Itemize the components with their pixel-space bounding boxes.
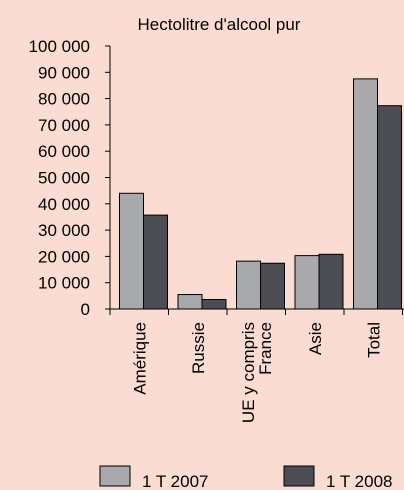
y-tick-label: 100 000: [29, 37, 90, 56]
y-tick-label: 90 000: [38, 63, 90, 82]
chart-title: Hectolitre d'alcool pur: [138, 15, 301, 34]
x-category-label: France: [256, 322, 275, 375]
bar-series-2: [143, 214, 168, 310]
bar-series-2: [318, 253, 344, 310]
x-category-label: UE y compris: [239, 322, 258, 423]
x-category-label: Asie: [306, 322, 325, 355]
bar-series-1: [177, 294, 203, 310]
y-axis: 0 10 000 20 000 30 000 40 000 50 000 60 000 70 …: [29, 37, 111, 319]
bar-series-2: [377, 105, 402, 310]
x-category-label: Total: [364, 322, 383, 358]
y-tick-label: 0: [81, 300, 90, 319]
bar-series-1: [353, 78, 378, 310]
bar-series-2: [260, 262, 285, 310]
bar-series-1: [119, 192, 144, 310]
legend-label: 1 T 2007: [142, 472, 209, 490]
bar-series-2: [201, 299, 227, 310]
bar-series-1: [294, 255, 320, 310]
y-tick-label: 80 000: [38, 90, 90, 109]
y-tick-label: 40 000: [38, 195, 90, 214]
y-tick-label: 70 000: [38, 116, 90, 135]
bar-series-1: [236, 260, 261, 310]
legend-label: 1 T 2008: [326, 472, 393, 490]
legend: 1 T 2007 1 T 2008: [99, 465, 393, 490]
x-category-label: Russie: [189, 322, 208, 374]
bars: [119, 78, 402, 310]
y-tick-label: 20 000: [38, 247, 90, 266]
y-tick-label: 10 000: [38, 274, 90, 293]
y-tick-label: 30 000: [38, 221, 90, 240]
legend-swatch: [99, 465, 131, 487]
x-category-label: Amérique: [130, 322, 149, 395]
y-tick-label: 50 000: [38, 169, 90, 188]
y-tick-label: 60 000: [38, 142, 90, 161]
legend-swatch: [283, 465, 315, 487]
